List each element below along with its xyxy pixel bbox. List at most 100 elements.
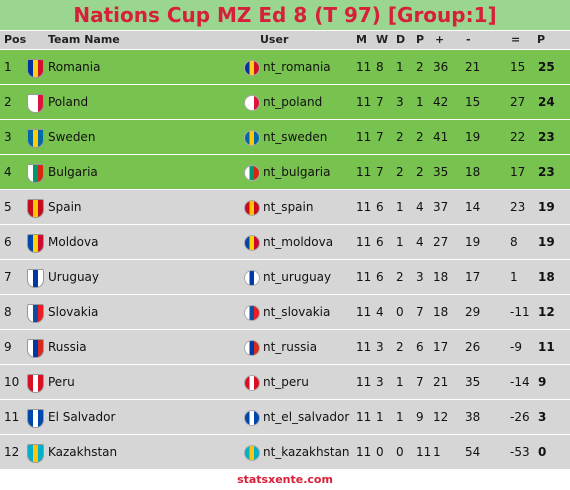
cell: 2	[396, 165, 404, 179]
cell: 2	[416, 60, 424, 74]
footer: statsxente.com	[237, 473, 333, 486]
table-row: 7 Uruguay nt_uruguay 11 6 2 3 18 17 1 18	[0, 260, 570, 294]
cell: 27	[510, 95, 526, 109]
team-crest	[27, 339, 44, 358]
cell: 6	[416, 340, 424, 354]
cell: 6	[376, 235, 384, 249]
table-row: 11 El Salvador nt_el_salvador 11 1 1 9 12 38 -26 3	[0, 400, 570, 434]
cell: nt_poland	[263, 95, 323, 109]
cell: -11	[510, 305, 530, 319]
cell: 11	[356, 445, 372, 459]
table-row: 6 Moldova nt_moldova 11 6 1 4 27 19 8 19	[0, 225, 570, 259]
cell: 12	[433, 410, 449, 424]
cell: 1	[433, 445, 441, 459]
table-row: 5 Spain nt_spain 11 6 1 4 37 14 23 19	[0, 190, 570, 224]
team-crest	[27, 94, 44, 113]
cell: 1	[396, 235, 404, 249]
cell: 3	[4, 130, 12, 144]
cell: 2	[4, 95, 12, 109]
cell: 5	[4, 200, 12, 214]
cell: 1	[416, 95, 424, 109]
cell: 9	[416, 410, 424, 424]
cell: nt_romania	[263, 60, 331, 74]
table-row: 10 Peru nt_peru 11 3 1 7 21 35 -14 9	[0, 365, 570, 399]
cell: nt_slovakia	[263, 305, 331, 319]
cell: 11	[356, 305, 372, 319]
cell: 11	[356, 60, 372, 74]
cell: 3	[416, 270, 424, 284]
cell: 1	[396, 375, 404, 389]
cell: 11	[356, 410, 372, 424]
cell: 4	[416, 200, 424, 214]
cell: 1	[396, 60, 404, 74]
cell: 7	[376, 95, 384, 109]
cell: 27	[433, 235, 449, 249]
cell: 11	[416, 445, 432, 459]
column-header: Team Name	[48, 33, 120, 46]
cell: 9	[538, 375, 547, 389]
column-header: -	[466, 33, 471, 46]
country-flag	[244, 410, 260, 426]
team-crest	[27, 129, 44, 148]
column-header: W	[376, 33, 389, 46]
cell: 24	[538, 95, 555, 109]
cell: 12	[538, 305, 555, 319]
cell: Peru	[48, 375, 75, 389]
country-flag	[244, 305, 260, 321]
cell: 19	[465, 235, 481, 249]
table-row: 9 Russia nt_russia 11 3 2 6 17 26 -9 11	[0, 330, 570, 364]
cell: 15	[510, 60, 526, 74]
cell: nt_spain	[263, 200, 314, 214]
cell: 11	[4, 410, 20, 424]
cell: 1	[376, 410, 384, 424]
team-crest	[27, 304, 44, 323]
cell: 18	[465, 165, 481, 179]
cell: Spain	[48, 200, 82, 214]
cell: 7	[376, 130, 384, 144]
cell: 1	[396, 200, 404, 214]
cell: 41	[433, 130, 449, 144]
cell: 1	[4, 60, 12, 74]
team-crest	[27, 269, 44, 288]
cell: 3	[538, 410, 547, 424]
cell: Slovakia	[48, 305, 99, 319]
cell: 38	[465, 410, 481, 424]
cell: 35	[433, 165, 449, 179]
country-flag	[244, 60, 260, 76]
cell: nt_el_salvador	[263, 410, 350, 424]
cell: -53	[510, 445, 530, 459]
cell: Russia	[48, 340, 87, 354]
cell: 35	[465, 375, 481, 389]
title: Nations Cup MZ Ed 8 (T 97) [Group:1]	[0, 0, 570, 30]
table-row: 8 Slovakia nt_slovakia 11 4 0 7 18 29 -11 12	[0, 295, 570, 329]
cell: 18	[433, 305, 449, 319]
cell: 21	[465, 60, 481, 74]
country-flag	[244, 165, 260, 181]
table-row: 2 Poland nt_poland 11 7 3 1 42 15 27 24	[0, 85, 570, 119]
column-header: P	[537, 33, 546, 46]
cell: 11	[356, 340, 372, 354]
cell: 0	[376, 445, 384, 459]
column-header: =	[511, 33, 521, 46]
cell: Poland	[48, 95, 89, 109]
cell: Uruguay	[48, 270, 99, 284]
cell: 29	[465, 305, 481, 319]
cell: El Salvador	[48, 410, 116, 424]
cell: 0	[396, 445, 404, 459]
cell: 11	[356, 270, 372, 284]
cell: 7	[416, 375, 424, 389]
cell: 2	[396, 340, 404, 354]
cell: 6	[376, 270, 384, 284]
cell: 6	[4, 235, 12, 249]
cell: 4	[4, 165, 12, 179]
cell: 9	[4, 340, 12, 354]
cell: 11	[356, 375, 372, 389]
team-crest	[27, 444, 44, 463]
cell: 42	[433, 95, 449, 109]
team-crest	[27, 59, 44, 78]
cell: 2	[416, 130, 424, 144]
team-crest	[27, 199, 44, 218]
cell: 19	[538, 235, 555, 249]
table-row: 3 Sweden nt_sweden 11 7 2 2 41 19 22 23	[0, 120, 570, 154]
